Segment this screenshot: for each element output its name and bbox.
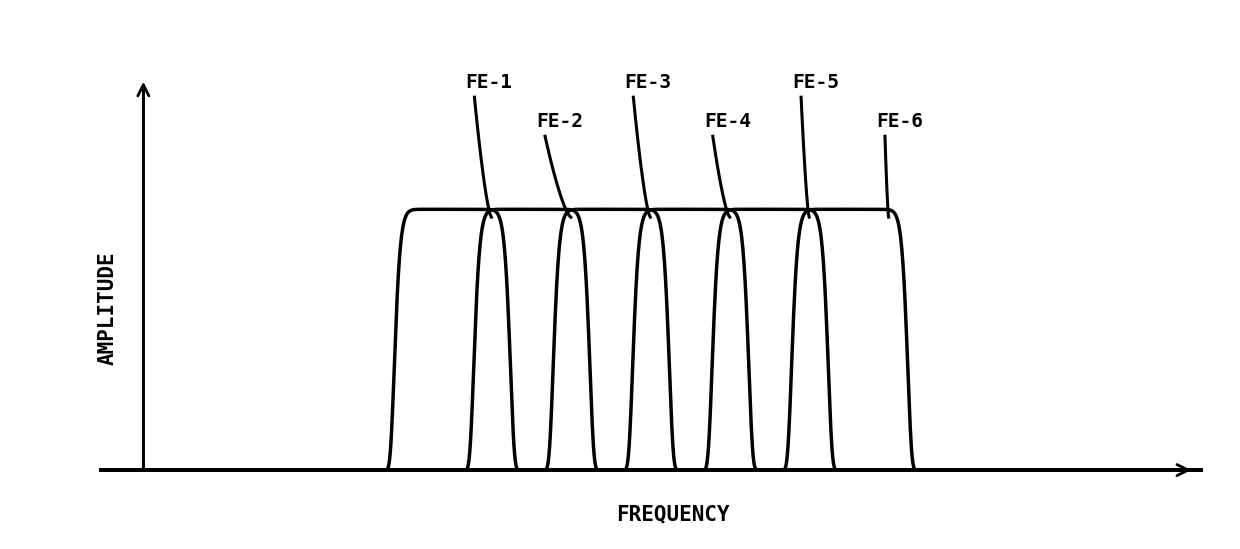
Text: FE-1: FE-1 — [465, 73, 512, 92]
Text: FE-4: FE-4 — [704, 112, 751, 131]
Text: FREQUENCY: FREQUENCY — [616, 504, 730, 524]
Text: FE-2: FE-2 — [536, 112, 583, 131]
Text: AMPLITUDE: AMPLITUDE — [98, 251, 118, 365]
Text: FE-6: FE-6 — [877, 112, 923, 131]
Text: FE-3: FE-3 — [625, 73, 672, 92]
Text: FE-5: FE-5 — [792, 73, 839, 92]
